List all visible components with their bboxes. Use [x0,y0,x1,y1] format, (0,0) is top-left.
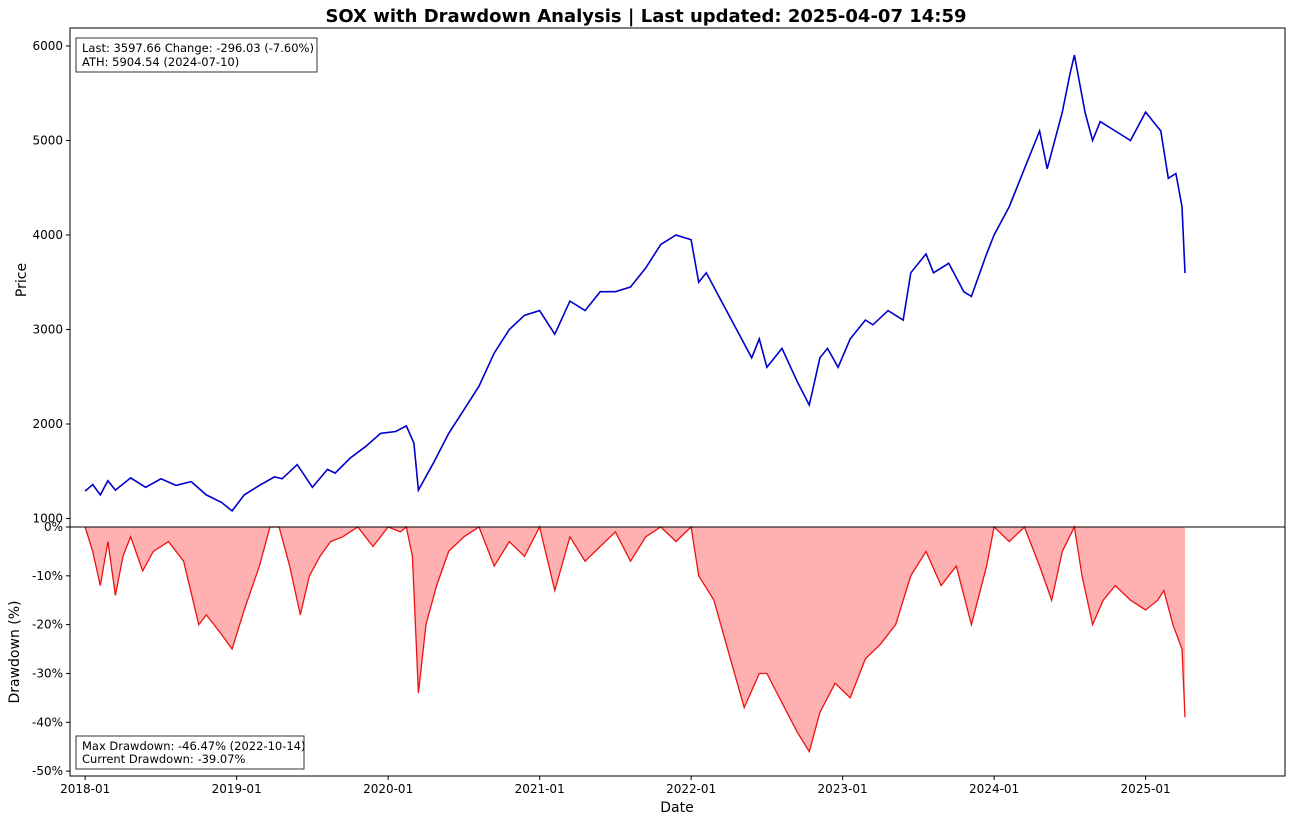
price-y-tick-label: 3000 [32,322,63,336]
x-tick-label: 2019-01 [212,782,262,796]
price-y-axis-label: Price [14,263,30,297]
x-axis-label: Date [660,800,693,816]
drawdown-y-tick-label: -50% [32,764,63,778]
drawdown-area [85,527,1186,752]
x-tick-label: 2022-01 [666,782,716,796]
drawdown-y-axis-label: Drawdown (%) [7,600,23,703]
price-info-ath: ATH: 5904.54 (2024-07-10) [82,55,239,69]
drawdown-info-max: Max Drawdown: -46.47% (2022-10-14) [82,739,306,753]
x-tick-label: 2020-01 [363,782,413,796]
date-x-ticks: 2018-01 2019-01 2020-01 2021-01 2022-01 2023-… [60,776,1171,796]
price-y-ticks: 1000 2000 3000 4000 5000 6000 [32,39,70,525]
drawdown-y-ticks: 0% -10% -20% -30% -40% -50% [32,520,70,778]
price-line [84,54,1186,513]
drawdown-panel: 0% -10% -20% -30% -40% -50% 2018-01 2019-01 202… [7,520,1286,816]
x-tick-label: 2018-01 [60,782,110,796]
drawdown-y-tick-label: -20% [32,618,63,632]
price-y-tick-label: 2000 [32,417,63,431]
price-info-box: Last: 3597.66 Change: -296.03 (-7.60%) A… [75,37,318,73]
drawdown-y-tick-label: -10% [32,569,63,583]
price-panel: 1000 2000 3000 4000 5000 6000 Price Last: 359… [14,27,1286,528]
drawdown-y-tick-label: -30% [32,666,63,680]
x-tick-label: 2021-01 [515,782,565,796]
price-y-tick-label: 6000 [32,39,63,53]
x-tick-label: 2024-01 [969,782,1019,796]
x-tick-label: 2023-01 [818,782,868,796]
price-y-tick-label: 5000 [32,133,63,147]
price-y-tick-label: 4000 [32,228,63,242]
drawdown-y-tick-label: 0% [44,520,63,534]
x-tick-label: 2025-01 [1121,782,1171,796]
drawdown-line [84,524,1186,754]
price-info-last: Last: 3597.66 Change: -296.03 (-7.60%) [82,41,314,55]
drawdown-info-box: Max Drawdown: -46.47% (2022-10-14) Curre… [75,735,306,770]
chart-title: SOX with Drawdown Analysis | Last update… [325,6,966,27]
drawdown-info-current: Current Drawdown: -39.07% [82,752,246,766]
price-plot-frame [69,27,1286,528]
drawdown-y-tick-label: -40% [32,715,63,729]
drawdown-plot-frame [69,526,1286,777]
price-y-tick-label: 1000 [32,511,63,525]
